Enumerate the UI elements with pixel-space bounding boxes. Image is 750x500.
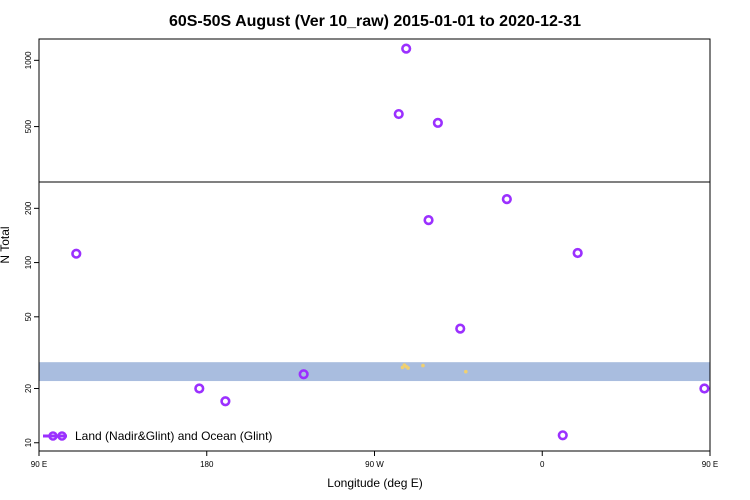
y-tick-label: 1000 (24, 51, 33, 69)
land-speck (406, 366, 410, 370)
land-band (39, 362, 710, 382)
legend: Land (Nadir&Glint) and Ocean (Glint) (43, 429, 272, 443)
land-specks (400, 363, 468, 374)
y-tick-label: 50 (24, 312, 33, 321)
data-point (220, 396, 231, 407)
x-tick-label: 90 E (31, 460, 47, 469)
land-speck (464, 369, 468, 374)
y-tick-label: 200 (24, 201, 33, 215)
y-tick-label: 500 (24, 119, 33, 133)
data-point (194, 383, 205, 394)
x-tick-label: 0 (540, 460, 545, 469)
land-speck (400, 365, 405, 370)
y-axis-label: N Total (0, 226, 12, 263)
data-point (501, 194, 512, 205)
legend-entry: Land (Nadir&Glint) and Ocean (Glint) (75, 429, 272, 443)
data-point (423, 215, 434, 226)
data-point (298, 369, 309, 380)
legend-marker (57, 431, 67, 441)
data-point (572, 247, 583, 259)
x-tick-label: 90 E (702, 460, 718, 469)
x-tick-label: 180 (200, 460, 214, 469)
data-point (71, 248, 82, 259)
y-tick-label: 10 (24, 438, 33, 447)
plot-frame (38, 38, 711, 452)
x-tick-label: 90 W (365, 460, 384, 469)
data-point (432, 117, 443, 128)
x-axis-label: Longitude (deg E) (327, 476, 422, 490)
y-tick-label: 20 (24, 384, 33, 393)
y-axis-ticks: 10 20 50 100 200 500 1000 (24, 51, 39, 447)
x-axis-ticks: 90 E 180 90 W 0 90 E (31, 451, 718, 469)
chart-title: 60S-50S August (Ver 10_raw) 2015-01-01 t… (169, 13, 581, 30)
land-speck (421, 363, 425, 368)
data-point (401, 43, 412, 54)
data-point (699, 383, 710, 394)
data-point (393, 108, 404, 120)
legend-marker (48, 431, 58, 441)
data-point (557, 430, 568, 441)
data-points (71, 43, 710, 441)
y-tick-label: 100 (24, 255, 33, 269)
data-point (455, 323, 466, 334)
